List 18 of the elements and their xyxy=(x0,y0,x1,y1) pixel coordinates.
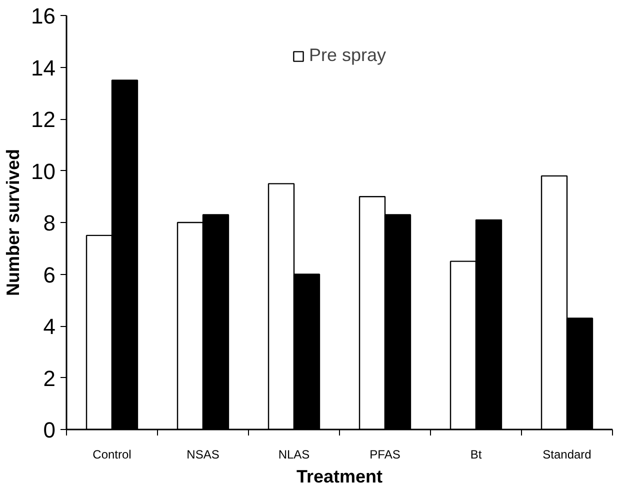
y-tick-label: 4 xyxy=(43,314,56,339)
x-tick-label: NSAS xyxy=(186,448,220,462)
x-tick-label: Standard xyxy=(542,448,592,462)
y-tick-label: 12 xyxy=(31,107,56,132)
y-tick-label: 0 xyxy=(43,418,56,442)
y-tick-label: 14 xyxy=(31,55,56,80)
y-tick-label: 2 xyxy=(43,366,56,391)
y-tick-label: 16 xyxy=(31,4,56,28)
y-axis-title: Number survived xyxy=(3,148,24,296)
x-tick-label: Bt xyxy=(470,448,482,462)
x-axis-title: Treatment xyxy=(296,466,383,486)
x-tick-label: Control xyxy=(92,448,132,462)
y-tick-label: 6 xyxy=(43,262,56,288)
x-tick-label: PFAS xyxy=(370,448,400,462)
legend-label: Pre spray xyxy=(308,45,386,66)
y-tick-label: 10 xyxy=(31,158,56,184)
x-tick-label: NLAS xyxy=(278,448,310,462)
y-tick-label: 8 xyxy=(43,210,56,236)
